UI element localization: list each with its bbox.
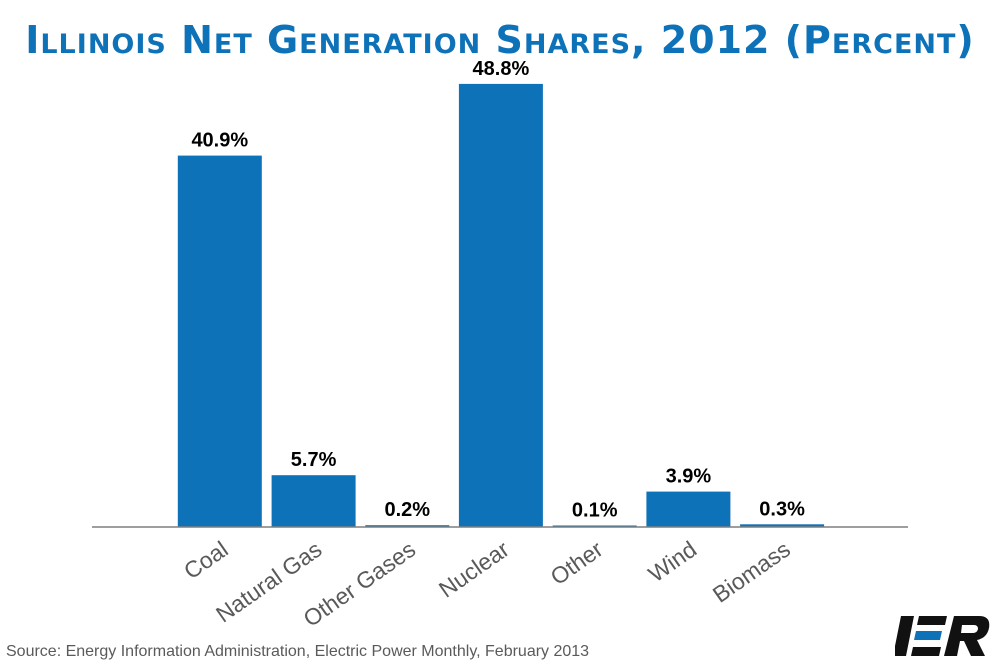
data-label-nuclear: 48.8% [473, 58, 530, 80]
data-label-natural-gas: 5.7% [291, 449, 337, 471]
chart-title: Illinois Net Generation Shares, 2012 (Pe… [25, 18, 975, 62]
tick-label-nuclear: Nuclear [434, 536, 514, 603]
bar-other-gases [365, 525, 450, 527]
bars-layer [177, 83, 825, 528]
ier-logo [895, 616, 990, 656]
tick-label-coal: Coal [179, 536, 233, 584]
data-label-other-gases: 0.2% [385, 499, 431, 521]
source-note: Source: Energy Information Administratio… [6, 643, 590, 660]
bar-nuclear [458, 83, 543, 528]
data-label-wind: 3.9% [666, 466, 712, 488]
data-labels-layer: 40.9% 5.7% 0.2% 48.8% 0.1% 3.9% 0.3% [191, 58, 805, 522]
data-label-other: 0.1% [572, 500, 618, 522]
bar-chart: 40.9%5.7%0.2%48.8%0.1%3.9%0.3% CoalNatur… [92, 58, 908, 632]
data-label-biomass: 0.3% [759, 498, 805, 520]
bar-biomass [740, 524, 825, 527]
tick-label-other: Other [546, 536, 608, 590]
tick-label-biomass: Biomass [708, 536, 795, 608]
tick-label-wind: Wind [643, 536, 701, 587]
bar-coal [177, 155, 262, 527]
bar-natural-gas [271, 475, 356, 527]
bar-wind [646, 491, 731, 527]
data-label-coal: 40.9% [191, 130, 248, 152]
